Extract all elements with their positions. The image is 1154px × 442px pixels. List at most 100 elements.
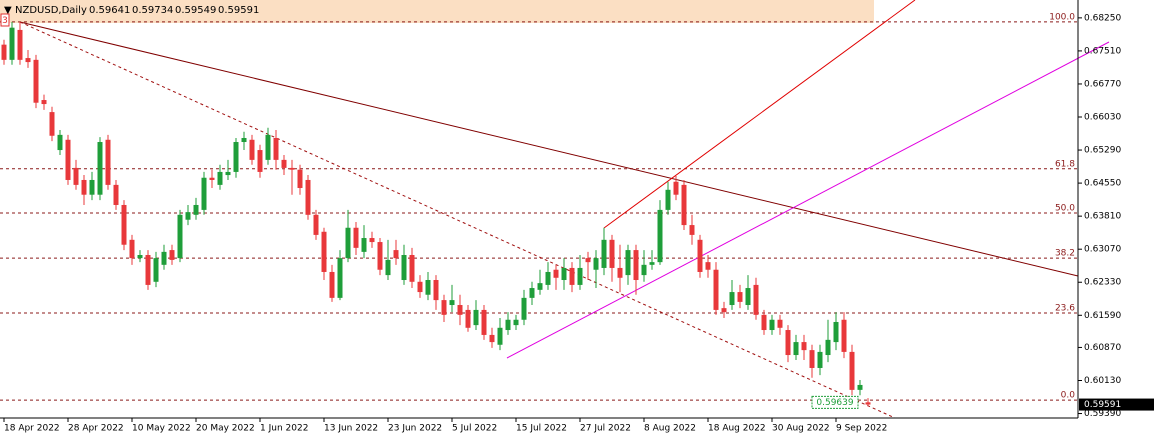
trend-line: [19, 21, 1079, 277]
candle-body: [745, 288, 751, 306]
candle-body: [241, 137, 247, 143]
candle-body: [633, 250, 639, 281]
trend-line: [603, 0, 916, 229]
candle-body: [817, 351, 823, 368]
trend-line: [19, 21, 896, 419]
candle-body: [289, 167, 295, 170]
y-tick-label: 0.68250: [1084, 13, 1121, 23]
y-tick-label: 0.60870: [1084, 343, 1121, 353]
candle-body: [401, 254, 407, 281]
badge-box: [0, 13, 10, 27]
candle-body: [545, 271, 551, 285]
candle-body: [201, 177, 207, 210]
candle-body: [609, 239, 615, 268]
candle-body: [577, 267, 583, 285]
candle-body: [713, 269, 719, 310]
candle-body: [825, 339, 831, 356]
candle-body: [769, 319, 775, 331]
fib-label: 38.2: [1055, 249, 1075, 259]
candle-body: [177, 214, 183, 259]
candle-body: [329, 271, 335, 298]
candle-body: [753, 284, 759, 315]
x-tick-label: 1 Jun 2022: [260, 424, 308, 434]
candle-body: [777, 319, 783, 328]
candle-body: [393, 250, 399, 259]
y-tick-label: 0.65290: [1084, 146, 1121, 156]
candle-body: [17, 29, 23, 60]
candle-body: [809, 350, 815, 368]
candle-body: [505, 319, 511, 331]
candle-body: [481, 309, 487, 335]
candle-body: [649, 262, 655, 265]
candle-body: [537, 283, 543, 290]
fib-label: 100.0: [1049, 12, 1075, 22]
fib-label: 50.0: [1055, 204, 1075, 214]
header-open: 0.59641: [89, 5, 130, 16]
candle-body: [281, 159, 287, 168]
candle-body: [361, 238, 367, 252]
candle-body: [97, 142, 103, 195]
candle-body: [617, 267, 623, 278]
candle-body: [121, 204, 127, 245]
candle-body: [793, 342, 799, 356]
candle-body: [857, 384, 863, 390]
candle-body: [553, 269, 559, 278]
candle-body: [593, 258, 599, 270]
candle-body: [409, 254, 415, 282]
candle-body: [681, 184, 687, 226]
candle-body: [353, 227, 359, 248]
candle-body: [209, 177, 215, 180]
candle-body: [721, 308, 727, 313]
candle-body: [569, 267, 575, 285]
candle-body: [33, 59, 39, 103]
candle-body: [473, 309, 479, 326]
header-bar: [0, 0, 874, 23]
header-low: 0.59549: [175, 5, 216, 16]
candle-body: [185, 212, 191, 220]
candle-body: [161, 251, 167, 265]
candle-body: [25, 58, 31, 63]
candle-body: [113, 184, 119, 205]
candle-body: [321, 231, 327, 272]
candle-body: [313, 214, 319, 235]
x-tick-label: 28 Apr 2022: [68, 424, 124, 434]
candle-body: [673, 181, 679, 195]
x-tick-label: 8 Aug 2022: [644, 424, 696, 434]
y-tick-label: 0.59390: [1084, 409, 1121, 419]
candle-body: [233, 142, 239, 172]
candle-body: [785, 330, 791, 356]
fib-layer: 100.0 61.8 50.0 38.2 23.6 0.0: [0, 12, 1078, 401]
fib-label: 61.8: [1055, 159, 1075, 169]
candle-body: [457, 305, 463, 315]
candle-body: [449, 300, 455, 306]
candle-body: [833, 321, 839, 343]
fib-label: 0.0: [1061, 391, 1076, 401]
badge: 3: [2, 16, 8, 26]
candle-body: [225, 171, 231, 176]
candle-body: [385, 259, 391, 276]
candle-body: [601, 239, 607, 268]
candle-body: [865, 402, 871, 405]
candle-body: [249, 139, 255, 160]
candle-body: [129, 239, 135, 259]
candle-body: [265, 134, 271, 160]
candle-body: [657, 209, 663, 263]
x-tick-label: 10 May 2022: [132, 424, 191, 434]
header-arrow: ▼: [4, 5, 12, 16]
candle-body: [801, 342, 807, 351]
candle-body: [169, 250, 175, 260]
x-tick-label: 18 Apr 2022: [4, 424, 60, 434]
price-marker-label: 0.59639: [816, 398, 853, 408]
y-tick-label: 0.60130: [1084, 376, 1121, 386]
y-tick-label: 0.66030: [1084, 113, 1121, 123]
candle-body: [297, 169, 303, 189]
candle-body: [41, 100, 47, 105]
candle-body: [425, 280, 431, 295]
candle-body: [585, 258, 591, 263]
x-tick-label: 13 Jun 2022: [324, 424, 378, 434]
axes: 0.68250 0.67510 0.66770 0.66030 0.65290 0.645…: [0, 0, 1121, 434]
header-title: NZDUSD,Daily: [15, 5, 87, 16]
candle-body: [705, 262, 711, 270]
